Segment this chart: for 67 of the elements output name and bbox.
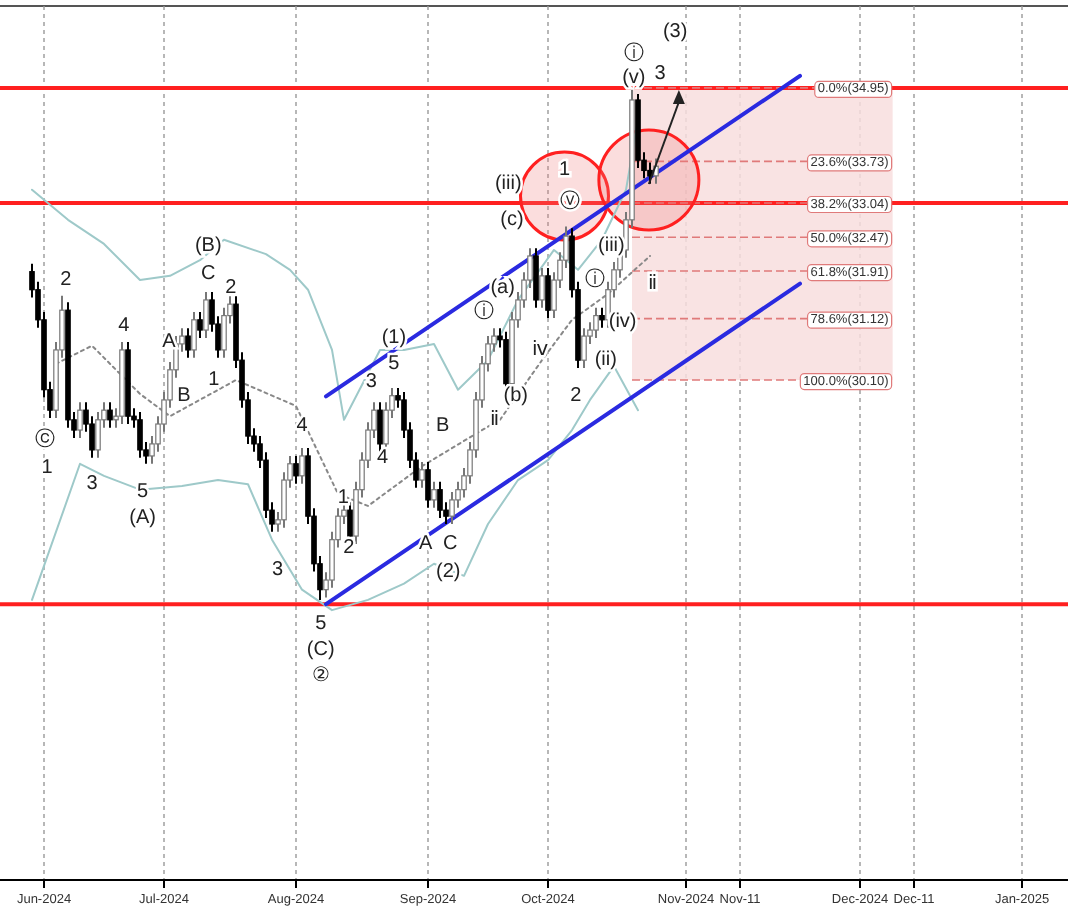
annotation: (C)	[306, 639, 335, 661]
annotation: 3	[365, 371, 378, 393]
candlestick	[377, 401, 383, 453]
annotation: ⅳ	[532, 339, 549, 361]
annotation: 1	[208, 369, 221, 391]
annotation: ⓒ	[35, 427, 56, 451]
annotation: 5	[137, 481, 150, 503]
annotation: 1	[337, 487, 350, 509]
annotation: (A)	[129, 507, 156, 529]
candlestick	[107, 401, 113, 429]
annotation: 5	[315, 613, 328, 635]
candlestick	[191, 310, 197, 359]
annotation: 2	[60, 269, 73, 291]
annotation: 4	[296, 415, 309, 437]
annotation: (B)	[194, 235, 222, 257]
annotation: (1)	[381, 327, 407, 349]
annotation: (c)	[500, 209, 524, 231]
annotation: ⓘ	[623, 41, 644, 65]
annotation: 3	[654, 62, 667, 85]
candlestick	[197, 310, 203, 339]
annotation: B	[177, 385, 192, 407]
candlestick	[593, 306, 599, 339]
annotation: (iii)	[494, 173, 522, 195]
annotation: C	[442, 533, 458, 555]
annotation: 4	[118, 315, 131, 337]
candlestick	[137, 410, 143, 459]
candlestick	[545, 267, 551, 320]
candlestick	[437, 480, 443, 519]
annotation: B	[435, 415, 450, 437]
annotation: 2	[343, 537, 356, 559]
annotation: ②	[311, 665, 330, 687]
annotation: 4	[377, 447, 390, 469]
candlestick	[581, 327, 587, 370]
candlestick	[431, 480, 437, 509]
candlestick	[293, 454, 299, 485]
candlestick	[539, 267, 545, 309]
annotation: (iii)	[598, 235, 625, 257]
annotation: 5	[388, 353, 401, 375]
annotation: ⅱ	[490, 409, 501, 431]
annotation: 1	[41, 457, 54, 479]
annotation: 2	[570, 385, 583, 407]
annotation: (2)	[436, 561, 461, 583]
annotation: (v)	[622, 67, 646, 89]
annotation: (b)	[503, 385, 528, 407]
candlestick	[203, 291, 209, 339]
candlestick	[299, 447, 305, 485]
candlestick	[533, 247, 539, 309]
annotation: 2	[225, 277, 238, 299]
annotation: (a)	[490, 277, 515, 299]
candlestick	[599, 306, 605, 329]
annotation: 3	[272, 559, 285, 581]
candlestick	[425, 460, 431, 509]
annotation: ⓘ	[473, 299, 494, 323]
annotation: (ii)	[594, 349, 617, 371]
candlestick	[95, 410, 101, 459]
candlestick	[419, 460, 425, 489]
candlestick	[185, 327, 191, 359]
candlestick	[77, 401, 83, 439]
annotation: A	[162, 331, 177, 353]
annotation: (3)	[662, 21, 688, 43]
annotation: A	[419, 533, 434, 555]
annotation: C	[201, 263, 216, 285]
annotation: ⅱ	[647, 273, 658, 295]
annotation: 1	[558, 159, 571, 181]
annotation: ⓘ	[584, 267, 605, 291]
annotation: 3	[86, 473, 99, 495]
annotation: (iv)	[608, 311, 637, 333]
